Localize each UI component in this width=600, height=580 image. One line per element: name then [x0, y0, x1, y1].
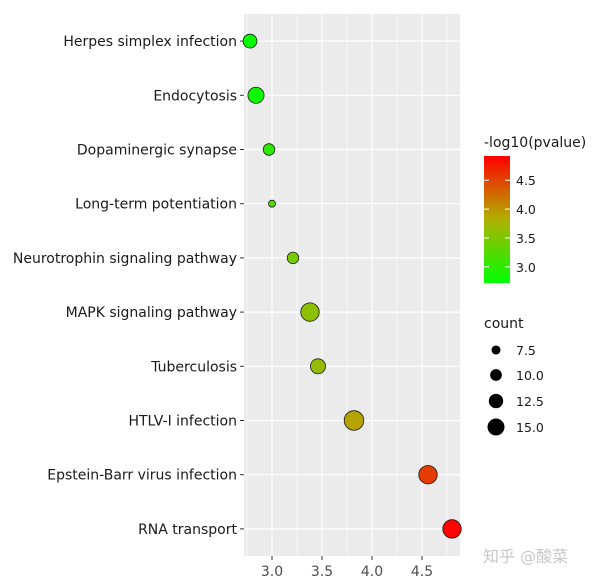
data-point	[286, 251, 300, 265]
data-point	[268, 199, 276, 208]
color-legend-label: 4.5	[516, 173, 536, 188]
size-legend-label: 7.5	[516, 343, 536, 358]
y-tick-label: Neurotrophin signaling pathway	[13, 251, 237, 267]
data-point	[242, 33, 258, 49]
y-tick-label: Endocytosis	[153, 88, 237, 104]
y-tick-label: MAPK signaling pathway	[66, 305, 237, 321]
data-point	[247, 86, 265, 104]
size-legend-label: 12.5	[516, 394, 544, 409]
data-point	[418, 465, 438, 485]
data-point	[310, 358, 326, 375]
x-tick-label: 4.0	[361, 564, 383, 580]
watermark: 知乎 @酸菜	[483, 547, 569, 566]
size-legend-title: count	[484, 316, 524, 332]
y-tick-label: Long-term potentiation	[75, 197, 237, 213]
color-legend-label: 4.0	[516, 202, 536, 217]
y-tick-label: Herpes simplex infection	[63, 34, 237, 50]
color-legend-label: 3.5	[516, 231, 536, 246]
y-tick-label: Dopaminergic synapse	[77, 143, 237, 159]
size-legend-dot	[491, 345, 501, 355]
size-legend-dot	[488, 393, 504, 409]
size-legend-label: 15.0	[516, 420, 544, 435]
x-tick-label: 3.5	[311, 564, 333, 580]
size-legend-label: 10.0	[516, 368, 544, 383]
size-legend-dot	[490, 369, 502, 381]
data-point	[442, 519, 462, 539]
y-tick-label: HTLV-I infection	[128, 414, 237, 430]
y-tick-label: RNA transport	[138, 522, 237, 538]
data-point	[300, 302, 320, 322]
data-point	[343, 410, 365, 431]
y-tick-label: Epstein-Barr virus infection	[47, 468, 237, 484]
x-tick-label: 4.5	[411, 564, 433, 580]
color-legend-label: 3.0	[516, 260, 536, 275]
data-point	[262, 143, 276, 156]
y-tick-label: Tuberculosis	[150, 359, 237, 375]
color-legend-title: -log10(pvalue)	[484, 135, 586, 151]
plot-panel	[244, 14, 460, 556]
color-bar	[484, 156, 510, 283]
x-tick-label: 3.0	[261, 564, 283, 580]
size-legend-dot	[487, 418, 505, 436]
